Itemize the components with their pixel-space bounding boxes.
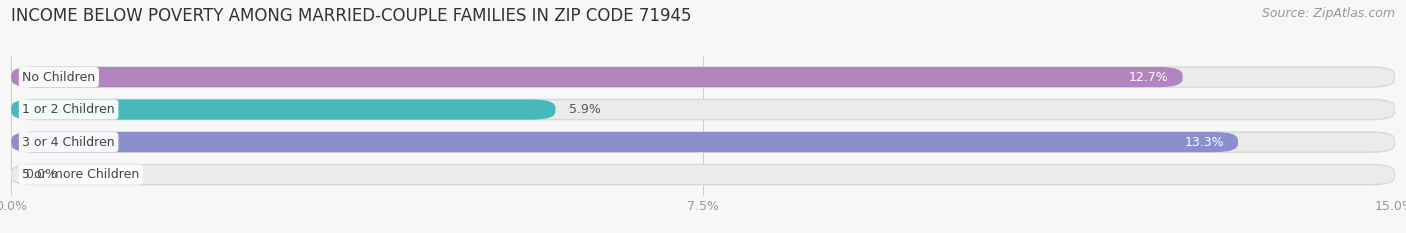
Text: 3 or 4 Children: 3 or 4 Children — [22, 136, 115, 149]
FancyBboxPatch shape — [11, 67, 1395, 87]
FancyBboxPatch shape — [11, 132, 1237, 152]
Text: Source: ZipAtlas.com: Source: ZipAtlas.com — [1261, 7, 1395, 20]
Text: 13.3%: 13.3% — [1184, 136, 1225, 149]
Text: No Children: No Children — [22, 71, 96, 84]
FancyBboxPatch shape — [11, 67, 1182, 87]
FancyBboxPatch shape — [11, 99, 1395, 120]
Text: 1 or 2 Children: 1 or 2 Children — [22, 103, 115, 116]
Text: 0.0%: 0.0% — [25, 168, 58, 181]
FancyBboxPatch shape — [11, 132, 1395, 152]
Text: 5 or more Children: 5 or more Children — [22, 168, 139, 181]
FancyBboxPatch shape — [11, 164, 1395, 185]
Text: 5.9%: 5.9% — [569, 103, 602, 116]
FancyBboxPatch shape — [11, 99, 555, 120]
Text: 12.7%: 12.7% — [1129, 71, 1168, 84]
Text: INCOME BELOW POVERTY AMONG MARRIED-COUPLE FAMILIES IN ZIP CODE 71945: INCOME BELOW POVERTY AMONG MARRIED-COUPL… — [11, 7, 692, 25]
